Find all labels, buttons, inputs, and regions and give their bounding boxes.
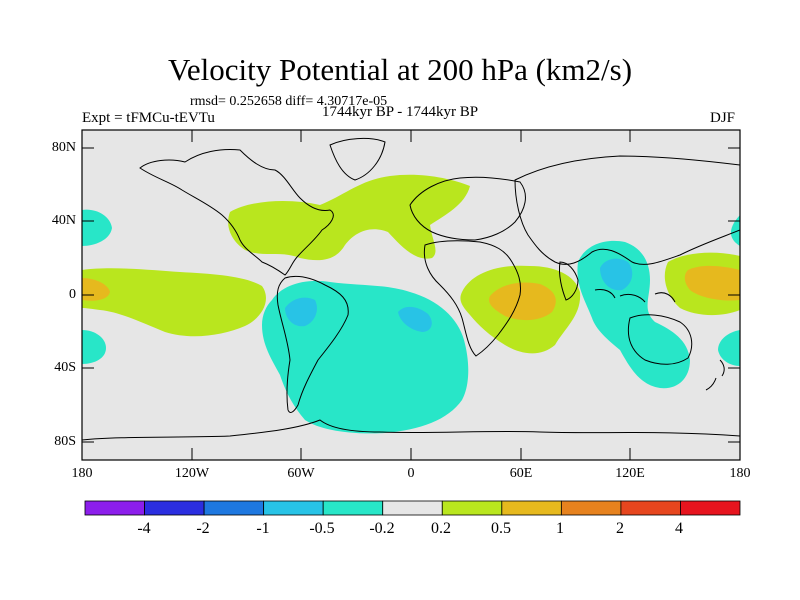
region-west-edge-negative-north: [82, 209, 112, 246]
coast-antarctica: [82, 419, 740, 441]
colorbar-label-7: 0.5: [491, 520, 511, 537]
colorbar-box-3: [203, 500, 265, 516]
colorbar-label-8: 1: [556, 520, 564, 537]
region-east-edge-negative-south: [718, 330, 740, 366]
region-central-pacific-core: [684, 265, 740, 301]
coast-europe: [409, 176, 526, 241]
colorbar-box-5: [322, 500, 384, 516]
coast-africa: [423, 240, 521, 357]
colorbar-box-6: [382, 500, 443, 516]
coast-south-america: [276, 275, 349, 413]
colorbar: [84, 500, 741, 516]
colorbar-label-5: -0.2: [369, 520, 395, 537]
region-africa-core: [489, 282, 556, 321]
region-south-atlantic-core: [398, 306, 432, 332]
coast-greenland: [329, 137, 386, 181]
region-east-pacific-positive: [82, 268, 266, 337]
colorbar-box-9: [560, 500, 622, 516]
stats-label: rmsd= 0.252658 diff= 4.30717e-05: [190, 94, 388, 109]
season-label: DJF: [710, 110, 736, 126]
coastlines: [82, 137, 740, 441]
contour-fills: [82, 174, 740, 434]
y-tick-label-80s: 80S: [54, 434, 76, 449]
region-maritime-core: [600, 258, 633, 291]
region-west-edge-negative-south: [82, 330, 106, 364]
x-ticks: [81, 130, 741, 460]
coast-north-america: [139, 149, 334, 276]
x-tick-label-120e: 120E: [615, 466, 645, 481]
y-tick-label-80n: 80N: [51, 140, 76, 155]
plot-title: Velocity Potential at 200 hPa (km2/s): [167, 52, 633, 87]
colorbar-box-2: [144, 500, 205, 516]
x-tick-label-120w: 120W: [174, 466, 210, 481]
colorbar-label-2: -2: [196, 520, 210, 537]
colorbar-box-11: [680, 500, 741, 516]
y-ticks: [82, 147, 740, 443]
x-tick-label-0: 0: [407, 466, 415, 481]
colorbar-label-1: -4: [137, 520, 151, 537]
colorbar-box-4: [263, 500, 324, 516]
period-label: 1744kyr BP - 1744kyr BP: [322, 104, 479, 120]
coast-new-zealand: [705, 359, 725, 391]
colorbar-label-3: -1: [256, 520, 270, 537]
colorbar-box-7: [441, 500, 503, 516]
region-north-atlantic-positive: [228, 174, 470, 261]
colorbar-label-4: -0.5: [309, 520, 335, 537]
x-tick-label-180w: 180: [71, 466, 93, 481]
colorbar-box-1: [84, 500, 145, 516]
colorbar-box-10: [620, 500, 681, 516]
colorbar-label-9: 2: [616, 520, 624, 537]
experiment-label: Expt = tFMCu-tEVTu: [82, 110, 215, 126]
y-tick-label-40n: 40N: [51, 213, 76, 228]
x-tick-label-60e: 60E: [509, 466, 533, 481]
coast-australia: [627, 314, 693, 365]
coast-indonesia: [594, 289, 676, 303]
coast-india: [559, 261, 579, 301]
y-tick-label-0: 0: [69, 287, 76, 302]
coast-asia: [514, 155, 740, 265]
region-east-edge-negative-north: [730, 215, 740, 246]
y-tick-label-40s: 40S: [54, 360, 76, 375]
colorbar-label-6: 0.2: [431, 520, 451, 537]
colorbar-label-10: 4: [675, 520, 683, 537]
x-tick-label-60w: 60W: [287, 466, 315, 481]
x-tick-label-180e: 180: [729, 466, 751, 481]
region-south-america-core: [285, 297, 317, 327]
colorbar-box-8: [501, 500, 562, 516]
